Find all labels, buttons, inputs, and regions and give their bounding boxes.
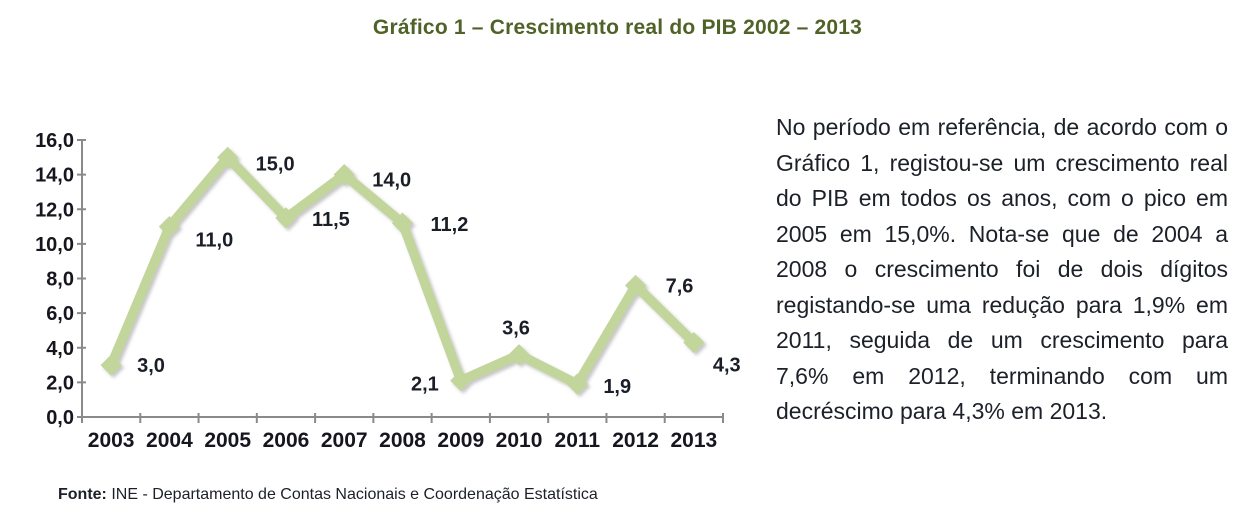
gdp-line-chart: 0,0 2,0 4,0 6,0 8,0 10,0 12,0 14,0 16,0 2003 2004 2… <box>0 88 780 488</box>
source-label: Fonte: <box>58 486 107 503</box>
svg-text:1,9: 1,9 <box>603 376 631 398</box>
svg-text:2006: 2006 <box>263 429 310 452</box>
svg-text:2,1: 2,1 <box>411 374 439 396</box>
svg-text:12,0: 12,0 <box>35 199 74 221</box>
svg-text:2007: 2007 <box>321 429 368 452</box>
svg-text:4,3: 4,3 <box>713 355 741 377</box>
svg-text:6,0: 6,0 <box>46 303 74 325</box>
svg-text:2010: 2010 <box>496 429 543 452</box>
svg-text:14,0: 14,0 <box>35 165 74 187</box>
svg-text:16,0: 16,0 <box>35 130 74 152</box>
commentary-paragraph: No período em referência, de acordo com … <box>776 114 1228 424</box>
svg-text:8,0: 8,0 <box>46 269 74 291</box>
svg-text:2012: 2012 <box>612 429 659 452</box>
svg-text:0,0: 0,0 <box>46 407 74 429</box>
svg-text:10,0: 10,0 <box>35 234 74 256</box>
svg-text:2013: 2013 <box>671 429 718 452</box>
svg-text:2005: 2005 <box>204 429 251 452</box>
svg-text:11,2: 11,2 <box>431 214 469 236</box>
svg-text:11,5: 11,5 <box>312 209 350 231</box>
svg-text:11,0: 11,0 <box>195 230 233 252</box>
source-text: INE - Departamento de Contas Nacionais e… <box>106 486 598 503</box>
chart-source: Fonte: INE - Departamento de Contas Naci… <box>58 486 598 504</box>
svg-text:2003: 2003 <box>88 429 135 452</box>
svg-text:2008: 2008 <box>379 429 426 452</box>
svg-text:2011: 2011 <box>555 429 601 452</box>
svg-text:2,0: 2,0 <box>46 372 74 394</box>
chart-title: Gráfico 1 – Crescimento real do PIB 2002… <box>372 16 863 39</box>
svg-text:3,0: 3,0 <box>137 355 165 377</box>
svg-text:2004: 2004 <box>146 429 193 452</box>
svg-text:14,0: 14,0 <box>372 170 411 192</box>
svg-text:7,6: 7,6 <box>666 275 694 297</box>
svg-text:2009: 2009 <box>437 429 484 452</box>
svg-text:15,0: 15,0 <box>256 153 295 175</box>
svg-text:4,0: 4,0 <box>46 338 74 360</box>
gdp-line-chart-canvas: 0,0 2,0 4,0 6,0 8,0 10,0 12,0 14,0 16,0 2003 2004 2… <box>35 130 741 452</box>
svg-text:3,6: 3,6 <box>502 318 530 340</box>
